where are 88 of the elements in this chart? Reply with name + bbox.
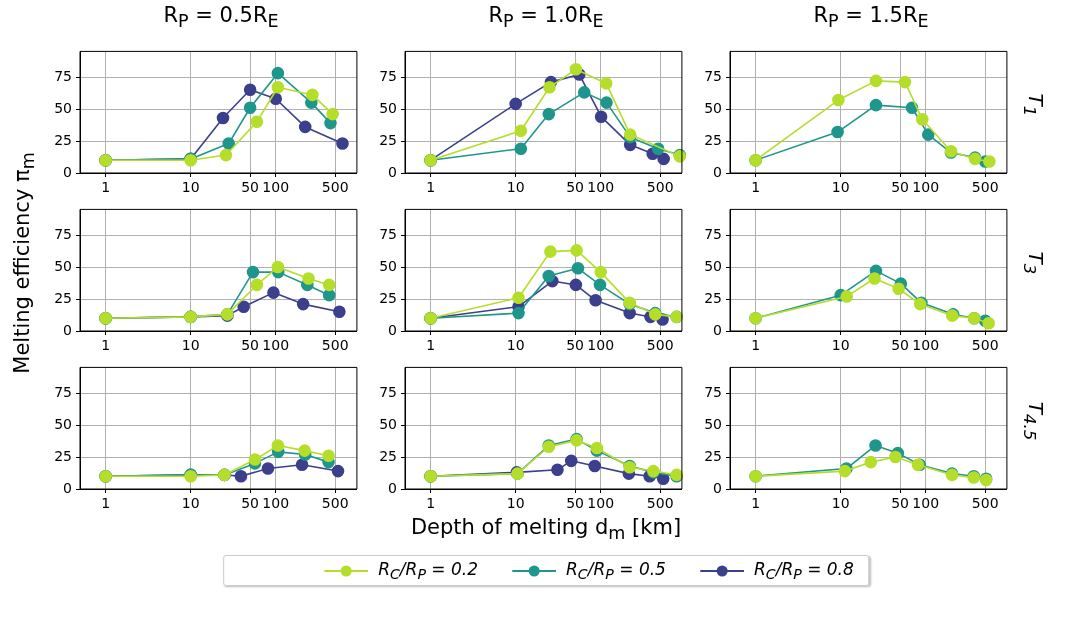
x-tick-label: 50 (891, 179, 910, 196)
y-tick-label: 75 (704, 67, 722, 84)
x-tick-label: 100 (912, 337, 940, 354)
x-tick-label: 100 (262, 179, 290, 196)
y-tick-label: 25 (704, 131, 722, 148)
y-tick-label: 0 (388, 479, 397, 496)
x-tick-label: 10 (181, 495, 200, 512)
y-tick-label: 50 (704, 257, 722, 274)
x-tick-label: 50 (566, 179, 585, 196)
y-tick-label: 25 (379, 447, 397, 464)
x-tick-label: 500 (971, 495, 999, 512)
y-tick-label: 0 (63, 321, 72, 338)
y-tick-label: 0 (713, 479, 722, 496)
x-axis-title: Depth of melting d$_{m}$ [km] (410, 515, 682, 544)
x-tick-label: 1 (426, 337, 436, 354)
x-tick-label: 500 (971, 337, 999, 354)
x-tick-label: 1 (101, 337, 111, 354)
x-tick-label: 50 (241, 179, 260, 196)
y-tick-label: 50 (379, 257, 397, 274)
chart-title: R$_{P}$ = 0.5R$_{E}$ (163, 3, 279, 32)
x-tick-label: 10 (506, 337, 525, 354)
y-tick-label: 75 (379, 67, 397, 84)
x-tick-label: 100 (262, 495, 290, 512)
y-tick-label: 25 (379, 289, 397, 306)
y-tick-label: 75 (54, 67, 72, 84)
x-tick-label: 50 (241, 495, 260, 512)
x-tick-label: 10 (831, 179, 850, 196)
y-tick-label: 75 (54, 383, 72, 400)
x-tick-label: 1 (101, 179, 111, 196)
y-tick-label: 25 (54, 447, 72, 464)
y-tick-label: 25 (704, 289, 722, 306)
y-tick-label: 50 (704, 415, 722, 432)
x-tick-label: 50 (566, 495, 585, 512)
y-tick-label: 0 (713, 163, 722, 180)
x-tick-label: 500 (646, 337, 674, 354)
legend-label: R$_{C}$/R$_{P}$ = 0.2 (378, 559, 479, 583)
y-tick-label: 50 (379, 99, 397, 116)
x-tick-label: 100 (587, 495, 615, 512)
x-tick-label: 10 (831, 337, 850, 354)
legend-label: R$_{C}$/R$_{P}$ = 0.5 (566, 559, 666, 583)
chart-title: R$_{P}$ = 1.5R$_{E}$ (813, 3, 929, 32)
x-tick-label: 100 (587, 179, 615, 196)
y-tick-label: 50 (54, 99, 72, 116)
legend-label: R$_{C}$/R$_{P}$ = 0.8 (753, 559, 854, 583)
y-tick-label: 50 (704, 99, 722, 116)
y-tick-label: 25 (54, 131, 72, 148)
y-tick-label: 0 (63, 479, 72, 496)
y-tick-label: 75 (704, 225, 722, 242)
y-tick-label: 50 (54, 415, 72, 432)
y-tick-label: 0 (388, 321, 397, 338)
x-tick-label: 50 (891, 495, 910, 512)
x-tick-label: 1 (426, 495, 436, 512)
x-tick-label: 1 (751, 179, 761, 196)
y-tick-label: 75 (379, 225, 397, 242)
x-tick-label: 10 (506, 495, 525, 512)
x-tick-label: 1 (751, 495, 761, 512)
x-tick-label: 10 (181, 337, 200, 354)
y-tick-label: 75 (379, 383, 397, 400)
y-tick-label: 50 (54, 257, 72, 274)
x-tick-label: 50 (566, 337, 585, 354)
chart-title: R$_{P}$ = 1.0R$_{E}$ (488, 3, 604, 32)
y-tick-label: 0 (388, 163, 397, 180)
x-tick-label: 500 (971, 179, 999, 196)
x-tick-label: 100 (262, 337, 290, 354)
y-tick-label: 25 (704, 447, 722, 464)
x-tick-label: 10 (181, 179, 200, 196)
x-tick-label: 500 (321, 495, 349, 512)
x-tick-label: 10 (506, 179, 525, 196)
x-tick-label: 100 (587, 337, 615, 354)
y-tick-label: 50 (379, 415, 397, 432)
x-tick-label: 1 (751, 337, 761, 354)
x-tick-label: 50 (891, 337, 910, 354)
x-tick-label: 1 (426, 179, 436, 196)
x-tick-label: 100 (912, 179, 940, 196)
x-tick-label: 50 (241, 337, 260, 354)
y-tick-label: 75 (54, 225, 72, 242)
x-tick-label: 100 (912, 495, 940, 512)
x-tick-label: 500 (646, 495, 674, 512)
y-tick-label: 75 (704, 383, 722, 400)
x-tick-label: 1 (101, 495, 111, 512)
y-tick-label: 0 (713, 321, 722, 338)
x-tick-label: 500 (321, 337, 349, 354)
x-tick-label: 500 (646, 179, 674, 196)
x-tick-label: 500 (321, 179, 349, 196)
y-tick-label: 25 (379, 131, 397, 148)
y-tick-label: 25 (54, 289, 72, 306)
y-tick-label: 0 (63, 163, 72, 180)
x-tick-label: 10 (831, 495, 850, 512)
